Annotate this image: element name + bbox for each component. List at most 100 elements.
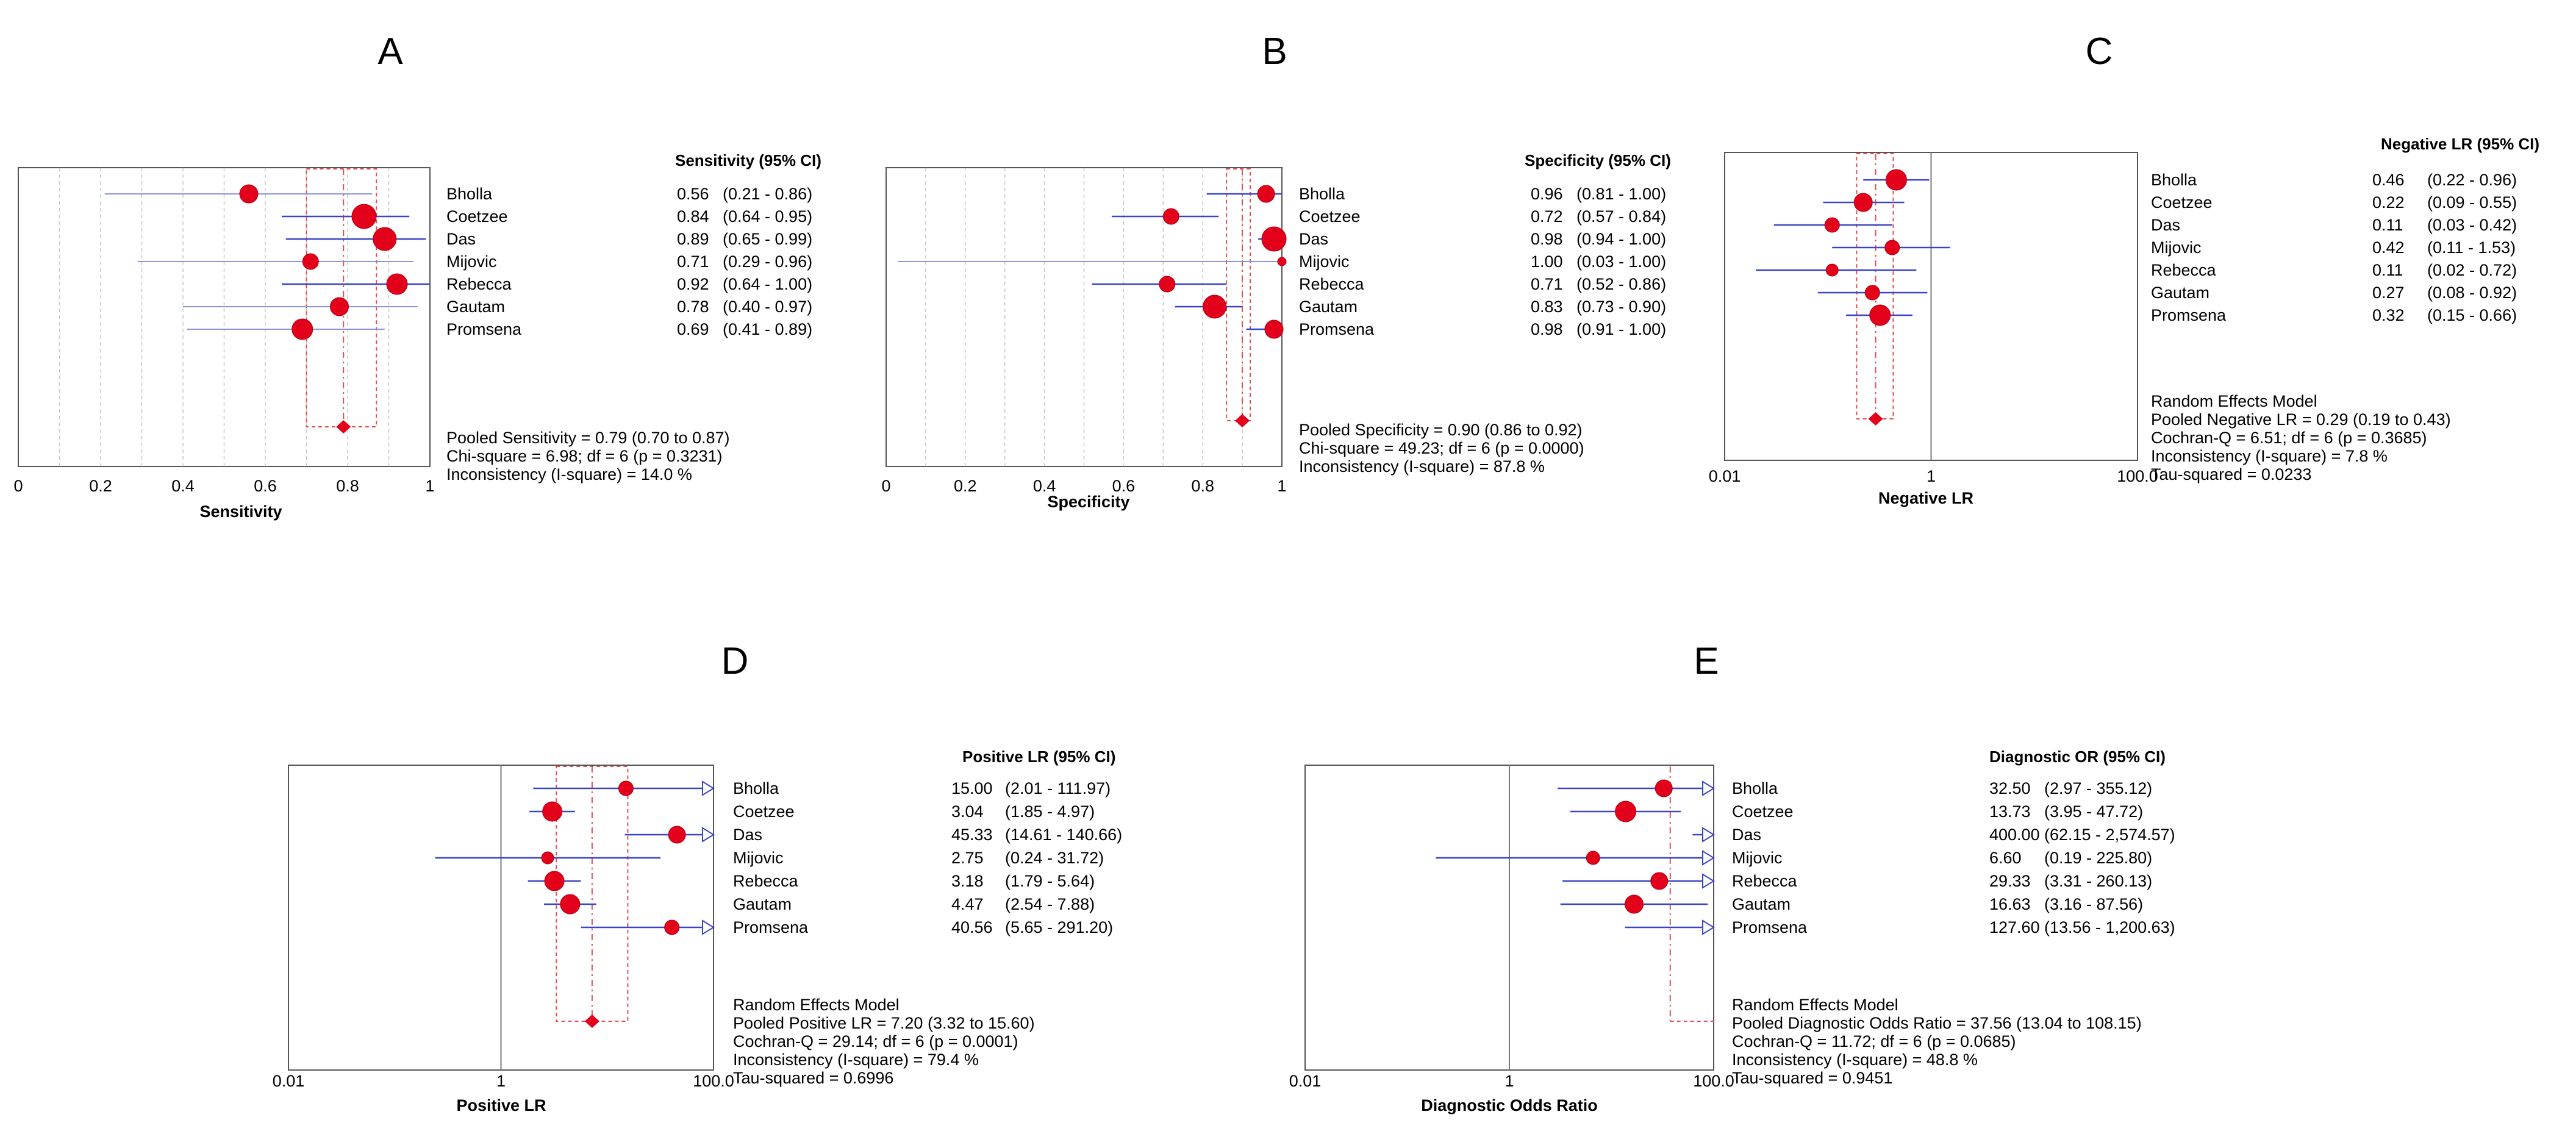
study-ci: (0.08 - 0.92) (2427, 284, 2517, 302)
study-estimate: 0.11 (2372, 216, 2403, 234)
point-estimate (668, 826, 686, 844)
axis-tick-label: 0.4 (171, 477, 195, 495)
summary-line: Tau-squared = 0.0233 (2151, 465, 2311, 483)
study-name: Rebecca (1299, 275, 1365, 293)
panel-letter: B (1262, 30, 1287, 73)
study-estimate: 16.63 (1989, 895, 2031, 913)
study-ci: (0.52 - 0.86) (1576, 275, 1666, 293)
x-axis-label: Positive LR (456, 1096, 546, 1115)
study-estimate: 400.00 (1989, 826, 2040, 844)
study-name: Promsena (446, 320, 522, 338)
axis-tick-label: 0.2 (89, 477, 112, 495)
panel-letter: E (1694, 640, 1719, 682)
axis-tick-label: 0.2 (954, 477, 977, 495)
x-axis-label: Diagnostic Odds Ratio (1421, 1096, 1598, 1115)
study-name: Promsena (1732, 918, 1808, 937)
study-ci: (0.41 - 0.89) (723, 320, 812, 338)
study-ci: (0.91 - 1.00) (1576, 320, 1666, 338)
point-estimate (1586, 851, 1600, 865)
study-name: Coetzee (446, 207, 508, 226)
study-name: Das (1732, 826, 1761, 844)
point-estimate (386, 273, 408, 295)
panel-letter: C (2086, 30, 2113, 73)
axis-tick-label: 0.01 (1709, 467, 1741, 485)
summary-line: Cochran-Q = 11.72; df = 6 (p = 0.0685) (1732, 1032, 2016, 1051)
study-name: Gautam (733, 895, 792, 913)
point-estimate (1261, 226, 1287, 252)
study-estimate: 0.92 (677, 275, 709, 293)
study-name: Mijovic (446, 252, 497, 271)
study-estimate: 0.56 (677, 185, 709, 203)
summary-line: Tau-squared = 0.9451 (1732, 1069, 1892, 1087)
summary-line: Pooled Positive LR = 7.20 (3.32 to 15.60… (733, 1014, 1035, 1032)
summary-line: Inconsistency (I-square) = 14.0 % (446, 465, 692, 483)
study-ci: (0.09 - 0.55) (2427, 193, 2517, 212)
axis-tick-label: 0 (13, 477, 23, 495)
point-estimate (302, 253, 319, 270)
axis-tick-label: 0.8 (1191, 477, 1214, 495)
study-estimate: 15.00 (951, 779, 993, 797)
study-name: Bholla (1732, 779, 1778, 797)
study-estimate: 0.27 (2372, 284, 2405, 302)
point-estimate (1885, 169, 1907, 191)
panel-b: B Bholla 0.96 (0.81 - 1.00) Coetzee 0.72 (0.57… (881, 30, 1670, 511)
x-axis-label: Specificity (1047, 493, 1129, 511)
axis-tick-label: 1 (1504, 1072, 1514, 1090)
panel-c: C Bholla 0.46 (0.22 - 0.96) Coetzee 0.22 (0.09… (1709, 30, 2539, 507)
study-ci: (2.01 - 111.97) (1005, 779, 1111, 797)
study-ci: (0.21 - 0.86) (723, 185, 812, 203)
study-estimate: 3.18 (951, 872, 984, 890)
study-name: Mijovic (733, 849, 784, 867)
study-estimate: 0.32 (2372, 306, 2405, 324)
study-ci: (0.02 - 0.72) (2427, 261, 2517, 279)
study-estimate: 45.33 (951, 826, 993, 844)
summary-line: Inconsistency (I-square) = 48.8 % (1732, 1051, 1978, 1069)
study-name: Mijovic (2151, 238, 2202, 257)
panel-e: E Bholla 32.50 (2.97 - 355.12) Coetzee 13.73 (… (1289, 640, 2175, 1115)
panel-letter: A (377, 30, 403, 73)
study-name: Das (1299, 230, 1328, 248)
point-estimate (1655, 779, 1673, 797)
summary-line: Chi-square = 6.98; df = 6 (p = 0.3231) (446, 447, 723, 465)
study-ci: (0.29 - 0.96) (723, 252, 812, 271)
study-ci: (13.56 - 1,200.63) (2044, 918, 2175, 937)
study-ci: (0.64 - 0.95) (723, 207, 812, 226)
point-estimate (541, 851, 554, 865)
study-ci: (5.65 - 291.20) (1005, 918, 1113, 937)
study-ci: (0.94 - 1.00) (1576, 230, 1666, 248)
axis-tick-label: 0.01 (1289, 1072, 1322, 1090)
pooled-ci-band (1226, 168, 1251, 421)
study-name: Das (733, 826, 762, 844)
point-estimate (1864, 285, 1880, 301)
study-name: Bholla (1299, 185, 1345, 203)
study-name: Gautam (1299, 298, 1358, 316)
panel-a: A Bholla 0.56 (0.21 - 0.86) Coetzee 0.84 (0.64… (13, 30, 821, 521)
summary-line: Random Effects Model (1732, 996, 1898, 1014)
point-estimate (1824, 217, 1840, 233)
table-header: Sensitivity (95% CI) (675, 151, 821, 169)
ci-arrow (1702, 919, 1715, 935)
study-name: Promsena (1299, 320, 1375, 338)
study-name: Coetzee (1732, 802, 1794, 821)
axis-tick-label: 1 (496, 1072, 506, 1090)
study-ci: (3.16 - 87.56) (2044, 895, 2143, 913)
study-estimate: 0.46 (2372, 171, 2405, 189)
point-estimate (544, 871, 565, 891)
study-estimate: 2.75 (951, 849, 984, 867)
study-estimate: 0.22 (2372, 193, 2405, 212)
study-ci: (1.79 - 5.64) (1005, 872, 1095, 890)
summary-line: Pooled Diagnostic Odds Ratio = 37.56 (13… (1732, 1014, 2142, 1032)
table-header: Positive LR (95% CI) (962, 747, 1115, 766)
summary-line: Pooled Specificity = 0.90 (0.86 to 0.92) (1299, 421, 1583, 439)
axis-tick-label: 0.4 (1033, 477, 1056, 495)
summary-line: Inconsistency (I-square) = 87.8 % (1299, 457, 1545, 476)
pooled-diamond (584, 1015, 599, 1028)
study-name: Coetzee (733, 802, 795, 821)
study-estimate: 40.56 (951, 918, 993, 937)
axis-tick-label: 100.0 (693, 1072, 734, 1090)
ci-arrow (1702, 873, 1715, 889)
study-ci: (0.40 - 0.97) (723, 298, 812, 316)
x-axis-label: Sensitivity (199, 502, 282, 521)
ci-arrow (702, 827, 715, 843)
study-ci: (0.65 - 0.99) (723, 230, 812, 248)
